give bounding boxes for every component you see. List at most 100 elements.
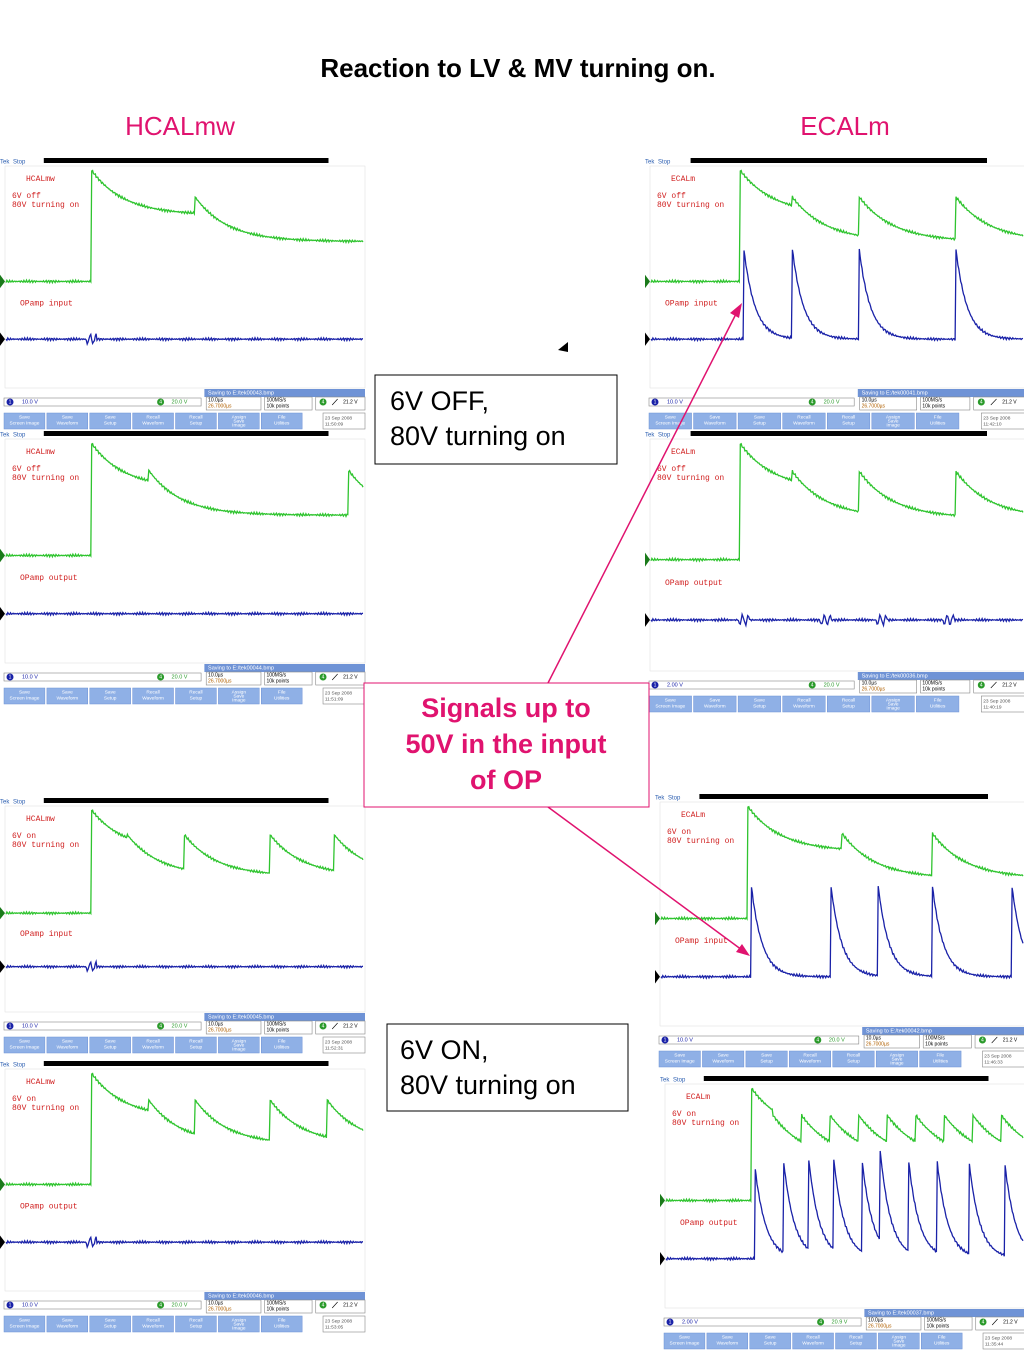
menu-button-label: Save — [233, 418, 244, 424]
menu-button-label: Save — [62, 414, 73, 420]
ch1-badge — [6, 1022, 14, 1030]
sample-rate: 100MS/s — [926, 1317, 946, 1323]
menu-button-label: File — [278, 1038, 286, 1044]
scope-brand: Tek — [0, 433, 10, 439]
menu-button-label: Recall — [146, 414, 159, 420]
saving-text: Saving to E:/tek00041.bmp — [862, 390, 928, 396]
menu-button-label: Utilities — [274, 1044, 290, 1050]
menu-button — [782, 412, 826, 430]
note-box — [374, 374, 618, 465]
menu-button — [175, 412, 217, 430]
record-length: 10k points — [925, 1041, 948, 1047]
menu-button-label: Waveform — [142, 1323, 164, 1329]
ch4-number: 4 — [811, 399, 814, 405]
menu-button-label: Save — [19, 1317, 30, 1323]
menu-button-label: Waveform — [56, 1323, 78, 1329]
ch4-number: 4 — [159, 674, 162, 680]
scope-label: ECALm — [671, 175, 695, 184]
record-length: 10k points — [266, 1306, 289, 1312]
channel-box — [663, 1317, 862, 1327]
scope-brand: Tek — [0, 1063, 10, 1069]
menu-button-label: Setup — [842, 703, 855, 709]
menu-button-label: File — [278, 414, 286, 420]
menu-button-label: Setup — [842, 420, 855, 426]
menu-button — [749, 1332, 791, 1350]
menu-button-label: Save — [19, 689, 30, 695]
trigger-pos: 26.7000µs — [208, 403, 232, 409]
time: 11:42:10 — [983, 421, 1002, 427]
menu-button-label: Screen Image — [655, 420, 685, 426]
menu-button-label: Save — [709, 414, 720, 420]
rate-box — [920, 396, 971, 411]
date-box — [980, 412, 1024, 430]
trigger-slope — [331, 673, 338, 681]
timebase-box — [205, 671, 262, 686]
menu-button-label: Save — [722, 1334, 733, 1340]
timebase: 10.0µs — [208, 672, 224, 678]
ch4-badge — [808, 681, 816, 689]
ch1-scale: 10.0 V — [22, 1023, 38, 1029]
menu-button — [648, 412, 692, 430]
trigger-level: 21.2 V — [343, 399, 358, 405]
ch1-number: 1 — [669, 1319, 672, 1325]
scope-condition: 6V on — [672, 1110, 696, 1119]
sample-rate: 100MS/s — [266, 1021, 286, 1027]
menu-button-label: Save — [718, 1052, 729, 1058]
menu-button-label: Recall — [146, 1317, 159, 1323]
menu-button-label: Utilities — [274, 420, 290, 426]
timebase: 10.0µs — [868, 1317, 884, 1323]
trigger-ch: 4 — [981, 1037, 984, 1043]
menu-button-label: Waveform — [704, 420, 726, 426]
scope-condition: 80V turning on — [12, 841, 79, 850]
menu-button-label: Save — [62, 1038, 73, 1044]
menu-button-label: Save — [888, 418, 899, 424]
timebase: 10.0µs — [862, 680, 878, 686]
time: 11:46:33 — [984, 1059, 1003, 1065]
menu-button-label: Image — [232, 422, 246, 428]
ch1-number: 1 — [9, 399, 12, 405]
scope-condition: 6V off — [657, 465, 686, 474]
record-bar — [699, 794, 988, 799]
trigger-box — [974, 1034, 1024, 1049]
trigger-ch: 4 — [982, 1319, 985, 1325]
rate-box — [264, 396, 313, 411]
ch1-scale: 10.0 V — [667, 399, 683, 405]
timebase-box — [205, 1299, 262, 1314]
trace-ch1 — [5, 959, 364, 973]
scope-condition: 6V off — [12, 192, 41, 201]
menu-button-label: File — [934, 414, 942, 420]
menu-button-label: Recall — [849, 1334, 862, 1340]
ch1-badge — [651, 681, 659, 689]
menu-button-label: Save — [765, 1334, 776, 1340]
slide-title: Reaction to LV & MV turning on. — [320, 53, 715, 83]
ch4-scale: 20.0 V — [172, 674, 188, 680]
trigger-level: 21.2 V — [343, 674, 358, 680]
ch4-badge — [817, 1318, 825, 1326]
level-marker — [0, 274, 5, 289]
scope-condition: 80V turning on — [657, 474, 724, 483]
menu-button-label: Recall — [847, 1052, 860, 1058]
ch1-number: 1 — [9, 674, 12, 680]
scope-label: ECALm — [671, 448, 695, 457]
menu-button — [175, 687, 217, 705]
record-length: 10k points — [926, 1323, 949, 1329]
trigger-level: 21.2 V — [343, 1302, 358, 1308]
menu-button-label: Utilities — [933, 1058, 949, 1064]
menu-button-label: Assign — [232, 689, 247, 695]
timebase: 10.0µs — [208, 1021, 224, 1027]
menu-button-label: Save — [893, 1338, 904, 1344]
ch1-badge — [661, 1036, 669, 1044]
scope-label: ECALm — [686, 1093, 710, 1102]
arrow — [547, 309, 739, 684]
scope-label: HCALmw — [26, 1078, 55, 1087]
saving-bar — [857, 672, 1024, 680]
scope-label: HCALmw — [26, 175, 55, 184]
menu-button — [89, 687, 131, 705]
scope-brand: Tek — [0, 160, 10, 166]
channel-box — [648, 397, 855, 407]
scope-brand: Tek — [645, 433, 655, 439]
scope-condition: 80V turning on — [12, 1104, 79, 1113]
menu-button-label: Assign — [886, 414, 901, 420]
menu-button-label: Setup — [753, 420, 766, 426]
record-length: 10k points — [922, 686, 945, 692]
